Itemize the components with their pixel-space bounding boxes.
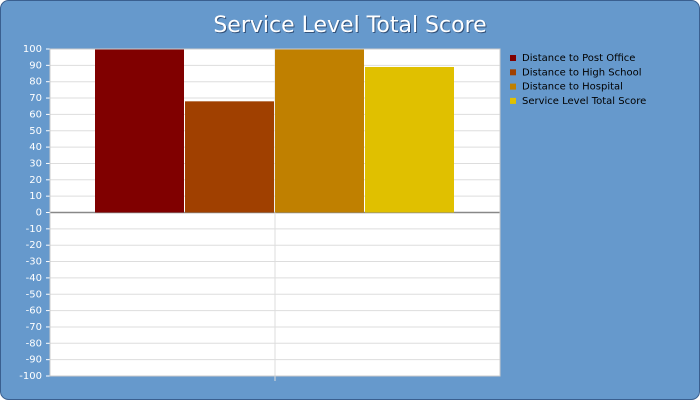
legend-label: Distance to High School xyxy=(522,67,641,78)
y-tick-label: 100 xyxy=(23,44,42,55)
y-tick-label: 50 xyxy=(29,126,42,137)
y-tick-label: 40 xyxy=(29,142,42,153)
y-tick-label: 80 xyxy=(29,77,42,88)
y-tick-label: 30 xyxy=(29,158,42,169)
plot-border xyxy=(49,48,501,377)
y-tick-label: 0 xyxy=(36,208,42,219)
legend-swatch xyxy=(510,97,516,104)
bar xyxy=(95,49,184,213)
y-tick-label: 60 xyxy=(29,109,42,120)
y-tick-label: 70 xyxy=(29,93,42,104)
y-tick-label: -90 xyxy=(26,355,42,366)
y-tick-label: -50 xyxy=(26,289,42,300)
y-tick-label: -70 xyxy=(26,322,42,333)
y-tick-label: -10 xyxy=(26,224,42,235)
y-tick-label: 90 xyxy=(29,60,42,71)
legend-swatch xyxy=(510,69,516,76)
y-tick-label: -30 xyxy=(26,257,42,268)
legend-label: Service Level Total Score xyxy=(522,96,646,107)
bar xyxy=(365,66,454,213)
y-tick-label: -80 xyxy=(26,338,42,349)
y-tick-label: 10 xyxy=(29,191,42,202)
bar xyxy=(275,49,364,213)
legend-swatch xyxy=(510,83,516,90)
chart-title-shadow: Service Level Total Score xyxy=(214,14,487,39)
y-tick-label: -20 xyxy=(26,240,42,251)
bar xyxy=(185,101,274,213)
legend-label: Distance to Post Office xyxy=(522,53,635,64)
legend-label: Distance to Hospital xyxy=(522,82,623,93)
y-tick-label: 20 xyxy=(29,175,42,186)
chart-title: Service Level Total Score xyxy=(213,13,486,38)
y-tick-label: -60 xyxy=(26,306,42,317)
y-tick-label: -100 xyxy=(19,371,42,382)
legend-swatch xyxy=(510,55,516,61)
y-tick-label: -40 xyxy=(26,273,42,284)
